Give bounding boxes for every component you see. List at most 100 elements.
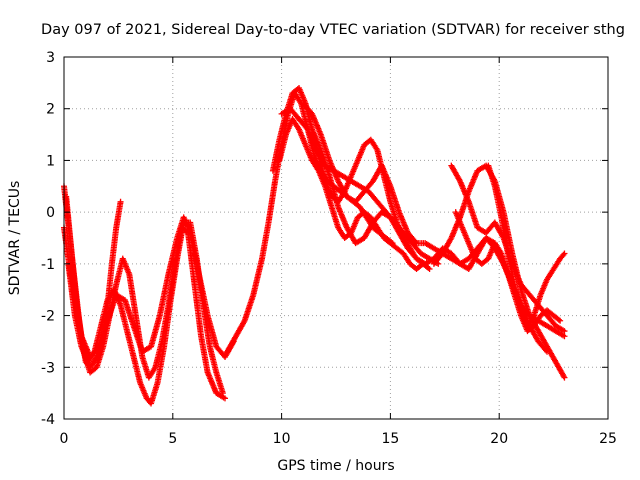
data-point-run [167,257,180,302]
data-point-run [157,272,172,317]
data-point-run [322,184,335,209]
y-tick-label: 1 [46,153,55,169]
data-point-run [305,127,319,152]
data-point-run [65,262,78,317]
data-point-run [387,184,402,214]
data-point [222,395,229,402]
data-point-run [182,219,192,226]
data-point-run [276,112,289,142]
data-point-run [205,370,219,395]
y-tick-label: -3 [41,360,55,376]
data-point-run [536,318,549,329]
data-point-run [554,323,567,334]
data-point-run [85,350,97,364]
data-point-run [354,235,366,246]
data-point [561,250,568,257]
data-point-run [191,283,204,338]
data-point-run [233,319,247,338]
data-point-run [200,303,213,349]
data-point-run [242,293,256,323]
data-point-run [419,251,432,261]
data-point-run [410,241,423,256]
data-point-run [466,241,478,261]
data-point-run [327,158,341,183]
data-point-run [91,324,104,354]
data-point-run [187,221,200,261]
data-point-run [117,303,130,333]
series-sat-d [65,219,226,407]
data-point-run [554,328,567,339]
data-point-run [340,173,353,184]
x-tick-label: 15 [381,431,399,447]
data-point-run [423,256,436,266]
y-axis-ticks: -4 -3 -2 -1 0 1 2 3 [41,50,608,428]
data-point-run [152,340,165,369]
data-point [561,333,568,340]
data-point-run [146,365,158,380]
y-tick-label: -2 [41,309,55,325]
data-point-run [362,220,376,240]
data-point-run [492,241,504,256]
data-point-run [362,179,375,194]
data-point-run [366,189,380,204]
data-point-run [198,334,211,374]
data-point-run [500,210,515,255]
data-point-run [375,226,386,240]
data-point-run [193,257,207,307]
data-point-run [387,200,400,224]
data-point-run [440,236,454,256]
data-point-run [318,133,332,162]
data-point-run [348,158,361,178]
x-tick-label: 20 [490,431,508,447]
data-point-run [505,252,518,286]
data-point-run [449,164,463,183]
data-point-run [466,200,480,230]
data-point-run [538,277,550,297]
data-point-run [480,256,491,266]
x-tick-label: 0 [60,431,69,447]
data-point-run [551,313,562,323]
data-point-run [536,339,549,354]
data-point-run [518,288,533,318]
data-point-run [329,205,341,230]
data-point-run [545,323,558,334]
data-point-run [96,319,111,349]
data-marks [61,85,568,407]
data-point-run [380,210,392,220]
data-point-run [459,226,472,245]
data-point-run [388,241,399,251]
y-tick-label: 2 [46,102,55,118]
y-tick-label: -1 [41,257,55,273]
y-axis-label: SDTVAR / TECUs [7,181,23,296]
data-point-run [405,246,419,261]
data-point-run [449,251,462,266]
data-point [561,328,568,335]
data-point-run [205,314,219,349]
data-point-run [484,235,497,246]
data-point-run [316,169,328,188]
x-axis-label: GPS time / hours [277,458,394,474]
data-point-run [545,313,558,328]
data-point-run [505,272,517,297]
data-point-run [335,205,350,230]
data-point-run [432,251,445,266]
data-point-run [423,241,436,251]
data-point-run [457,179,472,204]
data-point-run [362,210,373,220]
data-point-run [475,236,489,256]
data-point-run [113,200,124,230]
data-point-run [161,298,174,348]
plot-frame [63,56,609,420]
data-point-run [259,221,272,261]
data-point-run [401,251,413,266]
data-point [557,317,564,324]
data-point-run [485,164,498,188]
data-point-run [265,179,278,224]
data-point-run [303,143,315,162]
data-point-run [174,221,187,261]
data-point-run [224,334,239,354]
data-point-run [131,324,145,354]
x-tick-label: 10 [273,431,291,447]
data-point-run [288,107,301,121]
